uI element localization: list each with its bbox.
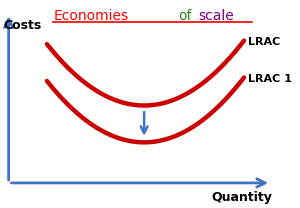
Text: LRAC: LRAC (248, 37, 280, 47)
Text: of: of (178, 9, 192, 23)
Text: Costs: Costs (4, 19, 42, 32)
Text: Quantity: Quantity (212, 191, 272, 204)
Text: LRAC 1: LRAC 1 (248, 74, 292, 84)
Text: scale: scale (199, 9, 234, 23)
Text: Economies: Economies (54, 9, 129, 23)
